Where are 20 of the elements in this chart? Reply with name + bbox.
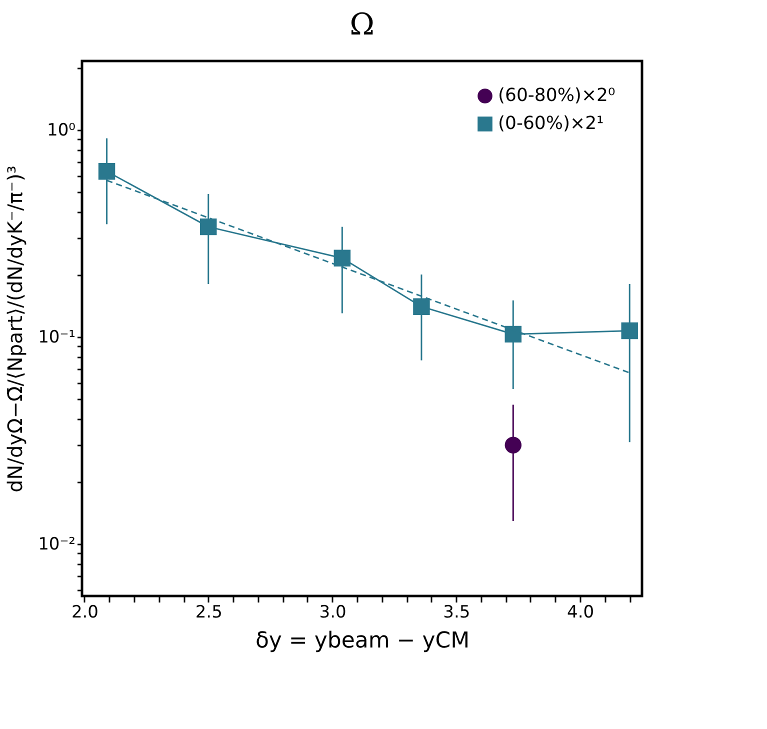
- point: [200, 218, 217, 236]
- x-tick-label: 3.5: [443, 602, 470, 622]
- point: [413, 298, 430, 315]
- y-tick-label: 10⁻¹: [38, 327, 76, 348]
- y-axis-title: dN/dyΩ−Ω̄/⟨Npart⟩/(dN/dyK⁻/π⁻)³: [3, 166, 28, 492]
- point: [504, 436, 522, 454]
- point: [334, 250, 351, 266]
- legend-label: (0-60%)×2¹: [498, 113, 604, 134]
- point: [621, 322, 638, 340]
- x-axis-title: δy = ybeam − yCM: [255, 628, 470, 654]
- x-tick-label: 2.5: [195, 602, 222, 622]
- x-tick-label: 3.0: [319, 602, 346, 622]
- x-tick-label: 4.0: [567, 602, 594, 622]
- point: [504, 326, 522, 343]
- point: [98, 162, 116, 180]
- y-tick-label: 10⁻²: [38, 534, 76, 554]
- chart-title: Ω: [350, 8, 374, 42]
- y-tick-label: 10⁰: [47, 120, 76, 140]
- x-tick-label: 2.0: [71, 602, 98, 622]
- legend-label: (60-80%)×2⁰: [498, 85, 616, 106]
